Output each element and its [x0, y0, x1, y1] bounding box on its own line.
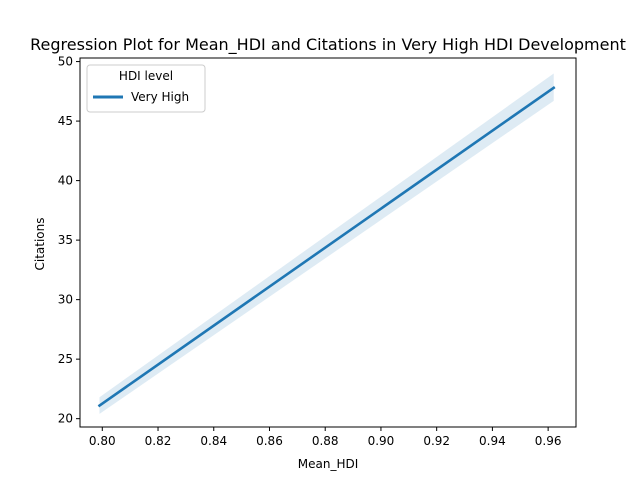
plot-frame — [79, 57, 577, 428]
plot-area — [79, 57, 577, 428]
y-axis-ticks: 20 25 30 35 40 45 50 — [58, 55, 80, 426]
x-tick-label: 0.88 — [312, 434, 339, 448]
x-tick-label: 0.80 — [89, 434, 116, 448]
x-tick-label: 0.84 — [200, 434, 227, 448]
confidence-band-layer — [99, 73, 554, 414]
legend: HDI level Very High — [86, 64, 206, 113]
y-tick-label: 20 — [58, 412, 73, 426]
y-tick-label: 25 — [58, 352, 73, 366]
x-tick-label: 0.96 — [535, 434, 562, 448]
confidence-band-0 — [99, 73, 554, 414]
chart-title: Regression Plot for Mean_HDI and Citatio… — [30, 35, 626, 55]
x-tick-label: 0.92 — [423, 434, 450, 448]
x-axis-ticks: 0.80 0.82 0.84 0.86 0.88 0.90 0.92 0.94 0.96 — [89, 427, 562, 448]
y-tick-label: 45 — [58, 114, 73, 128]
x-axis-label: Mean_HDI — [298, 457, 359, 471]
y-tick-label: 30 — [58, 293, 73, 307]
legend-box — [86, 64, 206, 113]
y-axis-label: Citations — [33, 217, 47, 270]
y-tick-label: 50 — [58, 55, 73, 69]
regression-line-0 — [97, 85, 556, 408]
legend-entry-very-high: Very High — [131, 90, 189, 104]
x-tick-label: 0.94 — [479, 434, 506, 448]
y-tick-label: 35 — [58, 233, 73, 247]
x-tick-label: 0.90 — [368, 434, 395, 448]
x-tick-label: 0.86 — [256, 434, 283, 448]
regression-line-layer — [97, 85, 556, 408]
y-tick-label: 40 — [58, 174, 73, 188]
x-tick-label: 0.82 — [145, 434, 172, 448]
legend-title: HDI level — [119, 69, 173, 83]
